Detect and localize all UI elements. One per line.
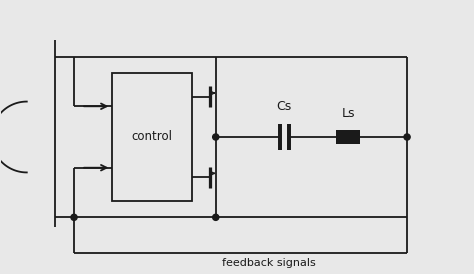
Text: control: control — [131, 130, 173, 144]
Circle shape — [71, 214, 77, 220]
Circle shape — [213, 134, 219, 140]
Text: Cs: Cs — [277, 100, 292, 113]
Circle shape — [213, 214, 219, 220]
Bar — [336, 130, 360, 144]
Text: Ls: Ls — [341, 107, 355, 119]
Circle shape — [404, 134, 410, 140]
Bar — [112, 73, 192, 201]
Text: feedback signals: feedback signals — [222, 258, 316, 269]
